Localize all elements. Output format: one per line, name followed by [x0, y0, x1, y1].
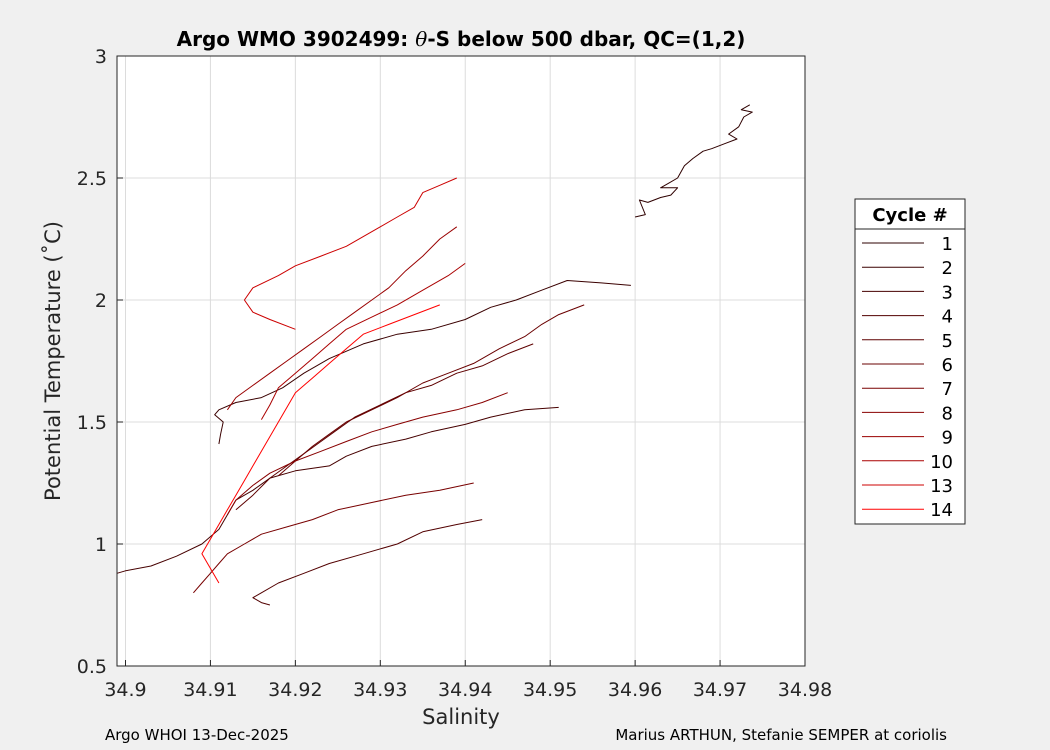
legend-title: Cycle #	[872, 205, 947, 226]
series-line-cycle-3	[116, 406, 559, 574]
plot-frame	[116, 55, 806, 667]
title-suffix: -S below 500 dbar, QC=(1,2)	[427, 27, 745, 51]
x-tick-label: 34.96	[608, 679, 662, 701]
y-tick-label: 2	[95, 290, 107, 312]
y-tick-label: 3	[95, 46, 107, 68]
series-line-cycle-5	[235, 343, 534, 511]
x-tick-label: 34.95	[523, 679, 577, 701]
x-tick-label: 34.92	[268, 679, 322, 701]
series-line-cycle-9	[226, 226, 458, 411]
series-line-cycle-13	[243, 177, 457, 330]
series-line-cycle-8	[226, 392, 508, 515]
series-line-cycle-1	[634, 104, 753, 218]
legend-label-cycle-1: 1	[942, 234, 953, 255]
legend-label-cycle-6: 6	[942, 355, 953, 376]
x-tick-label: 34.91	[183, 679, 237, 701]
x-tick-label: 34.97	[693, 679, 747, 701]
legend-label-cycle-3: 3	[942, 282, 953, 303]
x-axis-ticks: 34.9 34.91 34.92 34.93 34.94 34.95 34.96 34.97 3…	[104, 660, 832, 701]
x-tick-label: 34.93	[353, 679, 407, 701]
y-tick-label: 1	[95, 534, 107, 556]
x-axis-label: Salinity	[422, 705, 500, 729]
series-line-cycle-2	[214, 280, 631, 445]
legend-label-cycle-10: 10	[930, 452, 953, 473]
grid-lines	[117, 55, 806, 667]
x-tick-label: 34.94	[438, 679, 492, 701]
footer-right: Marius ARTHUN, Stefanie SEMPER at coriol…	[615, 726, 947, 744]
legend-label-cycle-2: 2	[942, 258, 953, 279]
series-line-cycle-10	[260, 262, 466, 420]
legend-label-cycle-5: 5	[942, 331, 953, 352]
legend-items: 1 2 3 4 5 6 7 8 9 10 13 14	[862, 234, 953, 521]
y-tick-label: 1.5	[77, 412, 107, 434]
plot-area	[117, 56, 805, 666]
series-line-cycle-4	[252, 519, 483, 606]
legend-label-cycle-9: 9	[942, 428, 953, 449]
y-axis-label: Potential Temperature (˚C)	[41, 221, 65, 501]
legend-label-cycle-8: 8	[942, 403, 953, 424]
footer-left: Argo WHOI 13-Dec-2025	[105, 726, 289, 744]
legend-box	[854, 198, 966, 525]
legend-label-cycle-7: 7	[942, 379, 953, 400]
legend-label-cycle-4: 4	[942, 307, 953, 328]
series-line-cycle-6	[278, 304, 585, 477]
legend-label-cycle-13: 13	[930, 476, 953, 497]
title-theta: θ	[415, 27, 427, 51]
title-prefix: Argo WMO 3902499:	[177, 27, 416, 51]
y-axis-ticks: 0.5 1 1.5 2 2.5 3	[77, 46, 123, 678]
legend-label-cycle-14: 14	[930, 500, 953, 521]
x-tick-label: 34.9	[104, 679, 146, 701]
chart-title: Argo WMO 3902499: θ-S below 500 dbar, QC…	[177, 27, 746, 51]
y-tick-label: 0.5	[77, 656, 107, 678]
legend: Cycle # 1 2 3 4 5 6 7 8 9 10 13 14	[854, 198, 966, 525]
y-tick-label: 2.5	[77, 168, 107, 190]
series-layer	[116, 104, 753, 606]
series-line-cycle-14	[201, 304, 440, 584]
x-tick-label: 34.98	[778, 679, 832, 701]
